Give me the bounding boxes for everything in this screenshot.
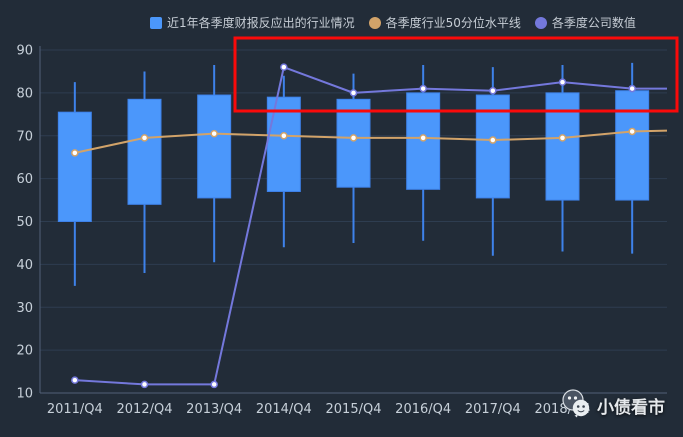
x-axis-label: 2014/Q4 xyxy=(256,402,312,417)
chart-legend: 近1年各季度财报反应出的行业情况 各季度行业50分位水平线 各季度公司数值 xyxy=(150,14,636,31)
watermark: 小债看市 xyxy=(561,389,665,421)
watermark-text: 小债看市 xyxy=(597,397,665,418)
candle-body[interactable] xyxy=(197,94,232,199)
data-point[interactable] xyxy=(349,134,358,142)
x-axis-label: 2015/Q4 xyxy=(326,402,382,417)
candle[interactable] xyxy=(615,62,650,254)
legend-swatch-circle xyxy=(368,16,381,29)
legend-label: 近1年各季度财报反应出的行业情况 xyxy=(167,16,355,30)
x-axis-label: 2013/Q4 xyxy=(186,402,242,417)
data-point[interactable] xyxy=(419,134,427,142)
data-point[interactable] xyxy=(558,78,567,86)
company-value-series xyxy=(71,63,667,389)
data-point[interactable] xyxy=(419,84,427,93)
highlight-annotation xyxy=(233,36,679,113)
data-point[interactable] xyxy=(280,63,288,71)
y-axis-label: 90 xyxy=(16,44,33,59)
candle[interactable] xyxy=(475,67,510,256)
data-point[interactable] xyxy=(140,380,149,389)
data-point[interactable] xyxy=(489,136,497,144)
candle-body[interactable] xyxy=(615,90,650,201)
candle[interactable] xyxy=(197,65,232,263)
y-axis-label: 10 xyxy=(16,387,33,402)
candle[interactable] xyxy=(57,82,92,286)
candle[interactable] xyxy=(127,71,162,273)
median-line-series xyxy=(71,127,668,157)
y-axis-label: 70 xyxy=(16,129,33,144)
data-point[interactable] xyxy=(210,129,218,138)
candle-body[interactable] xyxy=(266,96,301,192)
legend-item[interactable]: 近1年各季度财报反应出的行业情况 xyxy=(150,14,355,31)
data-point[interactable] xyxy=(558,134,567,142)
x-axis-label: 2016/Q4 xyxy=(395,402,451,417)
data-point[interactable] xyxy=(349,89,358,97)
data-point[interactable] xyxy=(628,84,636,93)
x-axis-label: 2017/Q4 xyxy=(465,402,521,417)
y-axis-label: 80 xyxy=(16,86,33,101)
candle-body[interactable] xyxy=(336,98,371,188)
candle[interactable] xyxy=(336,73,371,243)
data-point[interactable] xyxy=(280,132,288,140)
company-value-series-path xyxy=(74,66,667,386)
candle-body[interactable] xyxy=(127,98,162,205)
y-axis-label: 20 xyxy=(16,344,33,359)
legend-swatch-circle xyxy=(534,16,547,29)
candle[interactable] xyxy=(545,65,580,252)
x-axis-label: 2011/Q4 xyxy=(47,402,103,417)
legend-swatch-square xyxy=(150,16,162,29)
data-point[interactable] xyxy=(210,380,218,389)
median-line-series-path xyxy=(74,129,668,154)
wechat-icon xyxy=(562,389,590,418)
x-axis-label: 2012/Q4 xyxy=(117,402,173,417)
data-point[interactable] xyxy=(628,127,636,136)
legend-item[interactable]: 各季度公司数值 xyxy=(534,14,636,31)
data-point[interactable] xyxy=(71,376,79,384)
y-axis-label: 60 xyxy=(16,172,33,187)
candle-body[interactable] xyxy=(57,111,92,222)
y-axis-label: 30 xyxy=(16,301,33,316)
data-point[interactable] xyxy=(71,149,79,157)
candle[interactable] xyxy=(266,75,301,248)
legend-item[interactable]: 各季度行业50分位水平线 xyxy=(368,14,521,31)
data-point[interactable] xyxy=(140,134,149,142)
candle-body[interactable] xyxy=(545,92,580,201)
legend-label: 各季度行业50分位水平线 xyxy=(385,16,521,30)
y-axis-label: 40 xyxy=(16,258,33,273)
y-axis-label: 50 xyxy=(16,215,33,230)
legend-label: 各季度公司数值 xyxy=(551,16,636,30)
data-point[interactable] xyxy=(489,86,497,95)
